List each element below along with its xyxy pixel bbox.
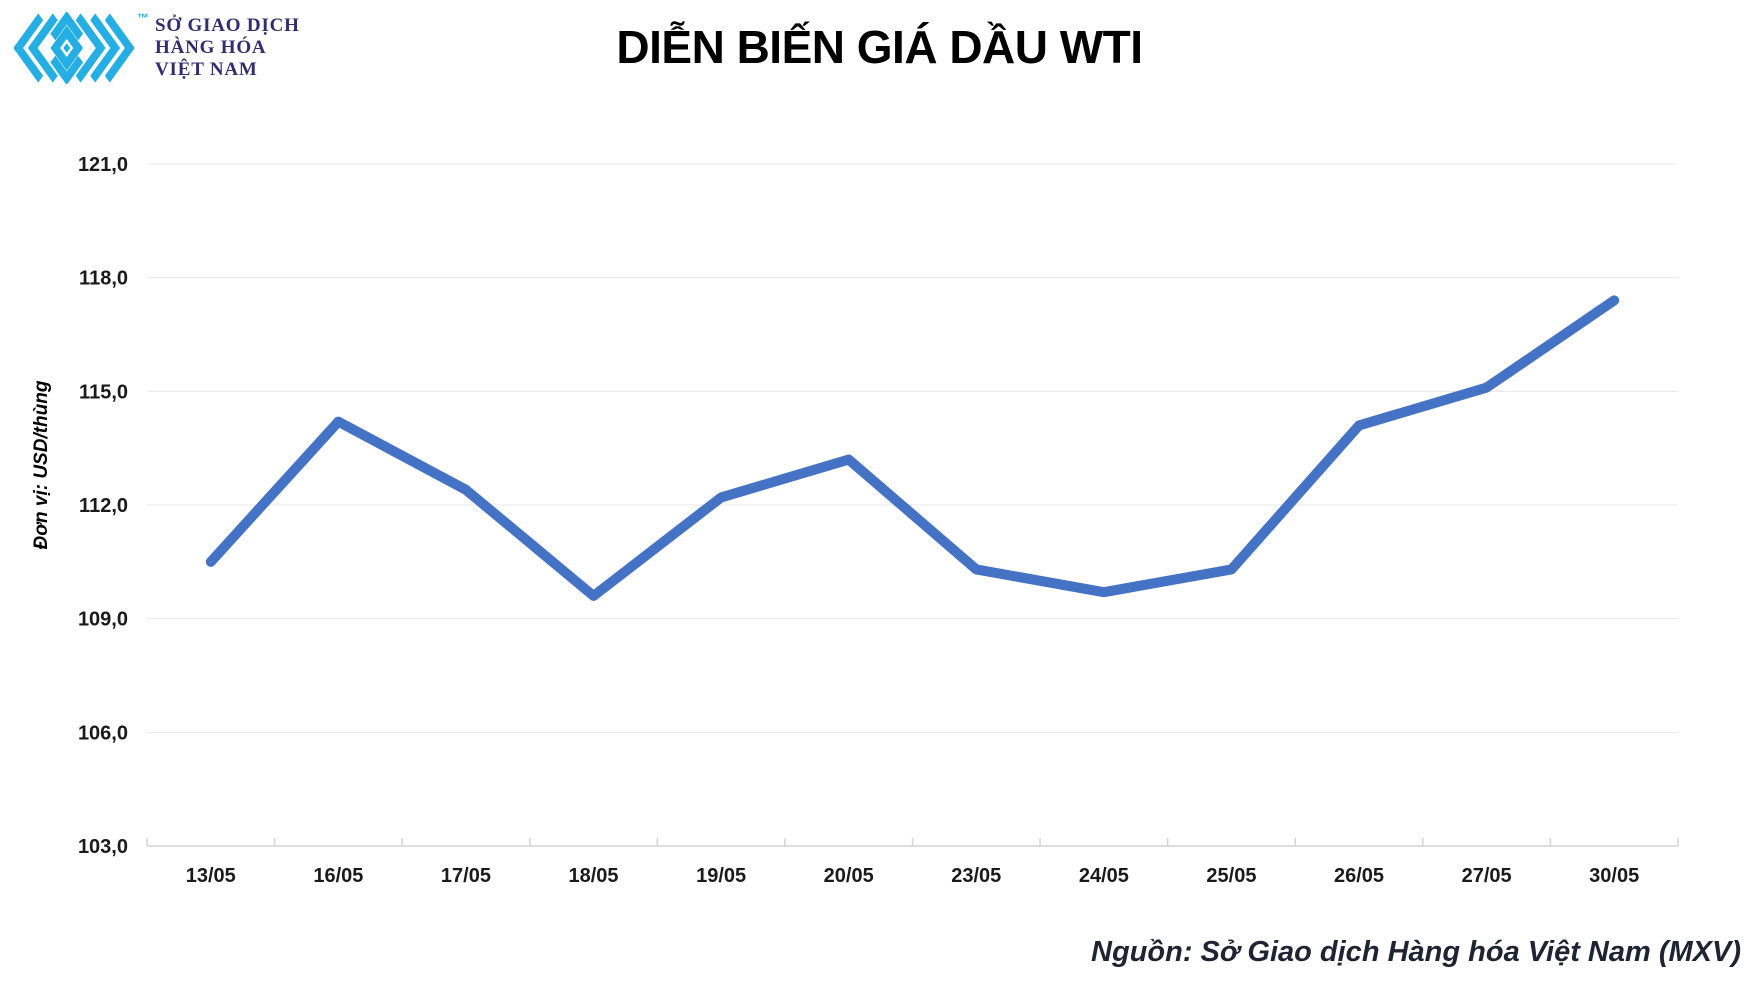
x-tick-label: 27/05 bbox=[1462, 865, 1512, 887]
x-tick-label: 24/05 bbox=[1079, 865, 1129, 887]
x-tick-label: 23/05 bbox=[951, 865, 1001, 887]
source-caption: Nguồn: Sở Giao dịch Hàng hóa Việt Nam (M… bbox=[1091, 936, 1741, 968]
logo-valley bbox=[50, 55, 84, 84]
y-tick-label: 115,0 bbox=[79, 381, 128, 403]
x-tick-label: 25/05 bbox=[1206, 865, 1256, 887]
y-tick-label: 103,0 bbox=[78, 836, 128, 858]
org-name: SỞ GIAO DỊCH HÀNG HÓA VIỆT NAM bbox=[155, 15, 300, 81]
x-tick-label: 26/05 bbox=[1334, 865, 1384, 887]
price-line bbox=[205, 295, 1620, 601]
x-tick-label: 30/05 bbox=[1589, 865, 1639, 887]
y-tick-label: 118,0 bbox=[79, 268, 128, 290]
y-tick-label: 106,0 bbox=[78, 722, 128, 744]
org-name-line2: HÀNG HÓA bbox=[155, 37, 267, 58]
trademark-symbol: ™ bbox=[137, 11, 149, 25]
x-tick-label: 19/05 bbox=[696, 865, 746, 887]
x-tick-label: 20/05 bbox=[824, 865, 874, 887]
x-tick-label: 16/05 bbox=[313, 865, 363, 887]
y-tick-label: 109,0 bbox=[78, 609, 128, 631]
logo-diamond-dot bbox=[63, 43, 71, 53]
mxv-logo: ™ SỞ GIAO DỊCH HÀNG HÓA VIỆT NAM bbox=[14, 12, 300, 84]
logo-peak bbox=[50, 12, 84, 41]
logo-right-chevron-3 bbox=[104, 13, 134, 83]
y-tick-label: 112,0 bbox=[79, 495, 128, 517]
logo-diamond-ring bbox=[50, 25, 84, 71]
org-name-line3: VIỆT NAM bbox=[155, 59, 258, 80]
org-name-line1: SỞ GIAO DỊCH bbox=[155, 15, 300, 36]
mxv-logo-icon bbox=[14, 12, 134, 84]
y-tick-label: 121,0 bbox=[78, 154, 128, 176]
x-tick-label: 17/05 bbox=[441, 865, 491, 887]
logo-left-chevron-outer bbox=[14, 13, 44, 83]
logo-right-chevron-2 bbox=[90, 13, 121, 83]
chart-title: DIỄN BIẾN GIÁ DẦU WTI bbox=[616, 21, 1143, 73]
y-axis-title: Đơn vị: USD/thùng bbox=[31, 380, 52, 549]
x-tick-label: 13/05 bbox=[186, 865, 236, 887]
logo-right-chevron-1 bbox=[75, 13, 106, 83]
logo-left-chevron-inner bbox=[27, 13, 58, 83]
x-tick-label: 18/05 bbox=[569, 865, 619, 887]
